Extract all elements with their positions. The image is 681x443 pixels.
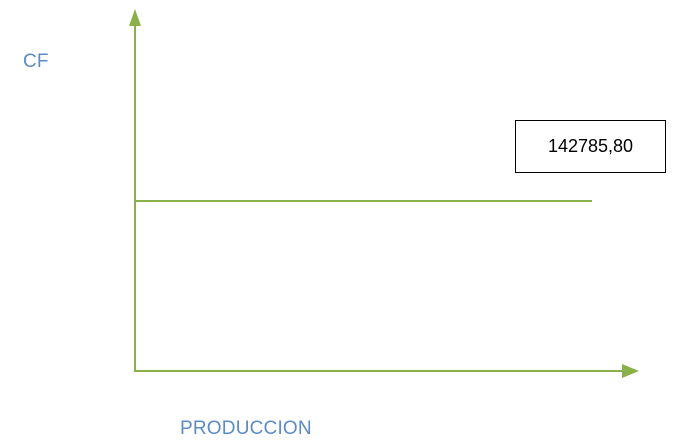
y-axis-label: CF [23,51,49,72]
value-annotation-text: 142785,80 [547,136,634,156]
y-axis-arrow-icon [129,9,141,26]
x-axis-label: PRODUCCION [180,418,312,439]
x-axis-arrow-icon [622,364,639,378]
value-annotation-box: 142785,80 [515,120,666,173]
